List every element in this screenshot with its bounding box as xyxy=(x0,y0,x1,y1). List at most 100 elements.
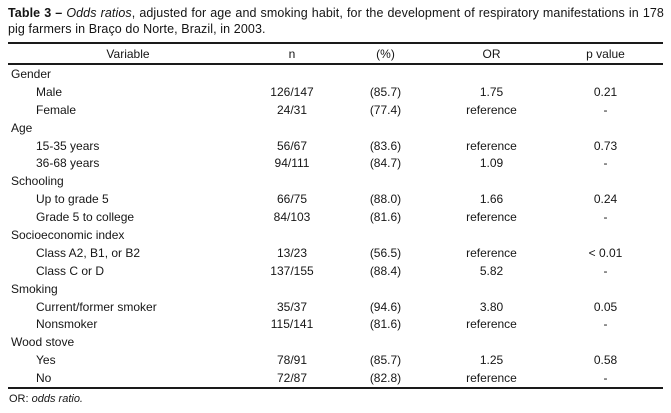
variable-cell: Grade 5 to college xyxy=(36,210,135,225)
percent-cell: (85.7) xyxy=(369,353,402,368)
n-cell xyxy=(248,333,336,351)
table-caption: Table 3 – Odds ratios, adjusted for age … xyxy=(8,5,664,37)
variable-cell: Schooling xyxy=(11,174,64,189)
variable-cell: Smoking xyxy=(11,281,58,296)
table-header-row: Variable n (%) OR p value xyxy=(8,42,663,65)
or-cell: 3.80 xyxy=(479,299,504,314)
percent-cell xyxy=(336,333,435,351)
or-cell: 1.25 xyxy=(479,353,504,368)
p-value-cell: 0.24 xyxy=(593,192,618,207)
or-cell: reference xyxy=(466,371,517,386)
percent-cell xyxy=(336,172,435,190)
column-header-variable: Variable xyxy=(8,42,248,65)
variable-cell: Wood stove xyxy=(11,335,75,350)
percent-cell: (77.4) xyxy=(369,102,402,117)
p-value-cell: 0.05 xyxy=(593,299,618,314)
or-cell xyxy=(435,226,548,244)
p-value-cell: - xyxy=(603,210,608,225)
or-cell: reference xyxy=(466,210,517,225)
data-row: Female 24/31 (77.4) reference - xyxy=(8,101,663,119)
table-caption-number: Table 3 – xyxy=(8,6,63,20)
p-value-cell: < 0.01 xyxy=(588,245,623,260)
category-row: Wood stove xyxy=(8,333,663,351)
variable-cell: 15-35 years xyxy=(36,138,100,153)
p-value-cell: 0.73 xyxy=(593,138,618,153)
variable-cell: Male xyxy=(36,84,63,99)
data-row: 15-35 years 56/67 (83.6) reference 0.73 xyxy=(8,137,663,155)
p-value-cell: 0.21 xyxy=(593,84,618,99)
or-cell: reference xyxy=(466,317,517,332)
n-cell: 35/37 xyxy=(276,299,308,314)
percent-cell: (82.8) xyxy=(369,371,402,386)
data-row: Current/former smoker 35/37 (94.6) 3.80 0.05 xyxy=(8,298,663,316)
n-cell xyxy=(248,64,336,83)
n-cell: 66/75 xyxy=(276,192,308,207)
variable-cell: Female xyxy=(36,102,77,117)
n-cell xyxy=(248,280,336,298)
percent-cell: (84.7) xyxy=(369,156,402,171)
n-cell: 115/141 xyxy=(270,317,314,332)
table-caption-text: , adjusted for age and smoking habit, fo… xyxy=(8,6,664,36)
or-cell xyxy=(435,64,548,83)
n-cell xyxy=(248,226,336,244)
n-cell: 126/147 xyxy=(270,84,314,99)
footnote-definition: odds ratio. xyxy=(31,393,83,406)
variable-cell: Yes xyxy=(36,353,56,368)
or-cell xyxy=(435,119,548,137)
variable-cell: Up to grade 5 xyxy=(36,192,109,207)
table-footnote: OR: odds ratio. xyxy=(9,393,664,406)
or-cell xyxy=(435,333,548,351)
data-row: No 72/87 (82.8) reference - xyxy=(8,369,663,388)
odds-ratios-table: Variable n (%) OR p value Gender Male 126/… xyxy=(8,42,663,389)
data-row: Up to grade 5 66/75 (88.0) 1.66 0.24 xyxy=(8,190,663,208)
percent-cell: (56.5) xyxy=(369,245,402,260)
data-row: 36-68 years 94/111 (84.7) 1.09 - xyxy=(8,154,663,172)
p-value-cell xyxy=(548,333,663,351)
column-header-p-value: p value xyxy=(548,42,663,65)
variable-cell: Gender xyxy=(11,66,52,81)
p-value-cell: - xyxy=(603,371,608,386)
table-body: Gender Male 126/147 (85.7) 1.75 0.21 Female 24/… xyxy=(8,64,663,389)
or-cell: reference xyxy=(466,102,517,117)
footnote-abbreviation: OR: xyxy=(9,393,29,406)
variable-cell: Current/former smoker xyxy=(36,299,157,314)
variable-cell: No xyxy=(36,371,52,386)
percent-cell xyxy=(336,226,435,244)
data-row: Class A2, B1, or B2 13/23 (56.5) reference <… xyxy=(8,244,663,262)
variable-cell: Class A2, B1, or B2 xyxy=(36,245,141,260)
n-cell xyxy=(248,119,336,137)
n-cell: 94/111 xyxy=(274,156,310,171)
or-cell: 5.82 xyxy=(479,263,504,278)
p-value-cell xyxy=(548,64,663,83)
table-caption-italic-term: Odds ratios xyxy=(66,6,132,20)
percent-cell: (88.4) xyxy=(369,263,402,278)
p-value-cell xyxy=(548,119,663,137)
p-value-cell: - xyxy=(603,156,608,171)
category-row: Age xyxy=(8,119,663,137)
variable-cell: Socioeconomic index xyxy=(11,227,125,242)
data-row: Class C or D 137/155 (88.4) 5.82 - xyxy=(8,262,663,280)
p-value-cell: - xyxy=(603,317,608,332)
column-header-or: OR xyxy=(435,42,548,65)
percent-cell xyxy=(336,119,435,137)
or-cell xyxy=(435,172,548,190)
n-cell: 137/155 xyxy=(270,263,314,278)
n-cell: 24/31 xyxy=(276,102,308,117)
category-row: Smoking xyxy=(8,280,663,298)
category-row: Schooling xyxy=(8,172,663,190)
or-cell: 1.09 xyxy=(479,156,504,171)
variable-cell: Age xyxy=(11,120,33,135)
percent-cell: (85.7) xyxy=(369,84,402,99)
n-cell: 72/87 xyxy=(276,371,308,386)
percent-cell xyxy=(336,64,435,83)
n-cell: 78/91 xyxy=(276,353,308,368)
percent-cell xyxy=(336,280,435,298)
p-value-cell: - xyxy=(603,102,608,117)
p-value-cell: 0.58 xyxy=(593,353,618,368)
percent-cell: (81.6) xyxy=(369,317,402,332)
percent-cell: (94.6) xyxy=(369,299,402,314)
category-row: Gender xyxy=(8,64,663,83)
n-cell: 56/67 xyxy=(276,138,308,153)
data-row: Nonsmoker 115/141 (81.6) reference - xyxy=(8,315,663,333)
